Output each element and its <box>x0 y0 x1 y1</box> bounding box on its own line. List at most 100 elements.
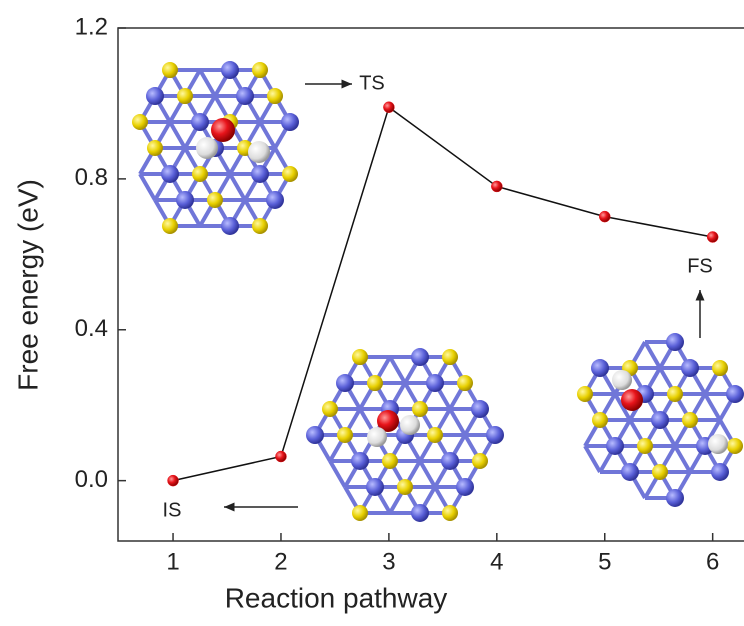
atom <box>351 452 369 470</box>
x-tick-label: 5 <box>598 548 611 575</box>
atom <box>411 504 429 522</box>
atom <box>207 192 223 208</box>
x-tick-label: 2 <box>274 548 287 575</box>
bond <box>585 446 600 472</box>
bond <box>645 342 660 368</box>
atom <box>367 427 387 447</box>
atom <box>712 360 728 376</box>
y-tick-label: 0.8 <box>75 164 108 191</box>
annotation: TS <box>359 72 385 94</box>
atom <box>427 427 443 443</box>
atom <box>667 386 683 402</box>
atom <box>196 137 218 159</box>
atom <box>221 61 239 79</box>
y-tick-label: 1.2 <box>75 13 108 40</box>
x-axis-title: Reaction pathway <box>225 582 448 613</box>
atom <box>337 427 353 443</box>
atom <box>176 191 194 209</box>
atom <box>400 415 420 435</box>
atom <box>236 87 254 105</box>
structure-inset <box>577 333 744 507</box>
atom <box>281 113 299 131</box>
bond <box>420 461 435 487</box>
atom <box>637 438 653 454</box>
atom <box>147 140 163 156</box>
atom <box>267 88 283 104</box>
structure-insets <box>132 61 744 522</box>
atom <box>621 463 639 481</box>
y-tick-label: 0.4 <box>75 315 108 342</box>
atom <box>412 401 428 417</box>
atom <box>411 348 429 366</box>
atom <box>456 478 474 496</box>
atom <box>711 463 729 481</box>
atom <box>442 505 458 521</box>
chart: Reaction pathway Free energy (eV) 0.0 0.4… <box>0 0 744 626</box>
atom <box>161 165 179 183</box>
x-tick-label: 6 <box>706 548 719 575</box>
atom <box>471 400 489 418</box>
atom <box>146 87 164 105</box>
y-axis-title: Free energy (eV) <box>12 179 43 391</box>
atom <box>441 452 459 470</box>
atom <box>708 434 728 454</box>
atom <box>132 114 148 130</box>
atom <box>472 453 488 469</box>
atom <box>306 426 324 444</box>
bond <box>230 174 245 200</box>
atom <box>652 464 668 480</box>
x-tick-label: 4 <box>490 548 503 575</box>
atom <box>651 411 669 429</box>
atom <box>591 359 609 377</box>
bond <box>140 174 155 200</box>
atom <box>612 370 632 390</box>
atom <box>367 375 383 391</box>
atom <box>666 333 684 351</box>
atom <box>162 62 178 78</box>
atom <box>252 218 268 234</box>
atom <box>221 217 239 235</box>
atom <box>682 412 698 428</box>
atom <box>621 389 643 411</box>
x-tick-label: 3 <box>382 548 395 575</box>
data-point <box>383 102 394 113</box>
atom <box>592 412 608 428</box>
atom <box>382 453 398 469</box>
atom <box>251 165 269 183</box>
bond <box>390 357 405 383</box>
atom <box>211 118 235 142</box>
atom <box>577 386 593 402</box>
atom <box>162 218 178 234</box>
bond <box>675 446 690 472</box>
structure-inset <box>306 348 504 522</box>
atom <box>426 374 444 392</box>
atom <box>352 349 368 365</box>
data-point <box>168 475 179 486</box>
atom <box>266 191 284 209</box>
data-point <box>599 211 610 222</box>
atom <box>366 478 384 496</box>
atom <box>726 385 744 403</box>
atom <box>681 359 699 377</box>
bond <box>330 461 345 487</box>
atom <box>397 479 413 495</box>
atom <box>191 113 209 131</box>
atom <box>282 166 298 182</box>
data-point <box>707 231 718 242</box>
structure-inset <box>132 61 299 235</box>
atom <box>666 489 684 507</box>
bond <box>450 409 465 435</box>
bond <box>705 394 720 420</box>
atom <box>192 166 208 182</box>
atom <box>252 62 268 78</box>
atom <box>352 505 368 521</box>
y-tick-label: 0.0 <box>75 466 108 493</box>
atom <box>442 349 458 365</box>
atom <box>457 375 473 391</box>
atom <box>248 141 270 163</box>
annotation: IS <box>163 499 182 521</box>
atom <box>336 374 354 392</box>
atom <box>486 426 504 444</box>
annotation: FS <box>687 255 713 277</box>
atom <box>606 437 624 455</box>
